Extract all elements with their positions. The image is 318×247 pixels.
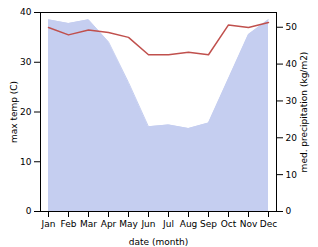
svg-text:0: 0 xyxy=(286,206,292,216)
svg-text:10: 10 xyxy=(20,157,32,167)
svg-text:med. precipitation (kg/m2): med. precipitation (kg/m2) xyxy=(299,52,309,173)
svg-text:10: 10 xyxy=(286,170,298,180)
svg-text:Sep: Sep xyxy=(200,219,217,229)
svg-text:Mar: Mar xyxy=(80,219,97,229)
svg-text:Oct: Oct xyxy=(221,219,237,229)
svg-text:Aug: Aug xyxy=(180,219,198,229)
svg-text:max temp (C): max temp (C) xyxy=(9,81,19,143)
svg-text:40: 40 xyxy=(286,59,298,69)
svg-text:40: 40 xyxy=(20,7,32,17)
svg-text:0: 0 xyxy=(26,206,32,216)
svg-text:30: 30 xyxy=(20,57,32,67)
svg-text:date (month): date (month) xyxy=(129,237,188,247)
svg-text:Jun: Jun xyxy=(140,219,155,229)
svg-text:Apr: Apr xyxy=(101,219,117,229)
svg-text:Jan: Jan xyxy=(41,219,56,229)
svg-text:20: 20 xyxy=(20,107,32,117)
svg-text:30: 30 xyxy=(286,96,298,106)
svg-text:50: 50 xyxy=(286,22,298,32)
svg-text:Jul: Jul xyxy=(162,219,174,229)
svg-text:Nov: Nov xyxy=(240,219,258,229)
svg-text:20: 20 xyxy=(286,133,298,143)
svg-text:Feb: Feb xyxy=(61,219,77,229)
svg-text:May: May xyxy=(119,219,138,229)
svg-text:Dec: Dec xyxy=(260,219,277,229)
